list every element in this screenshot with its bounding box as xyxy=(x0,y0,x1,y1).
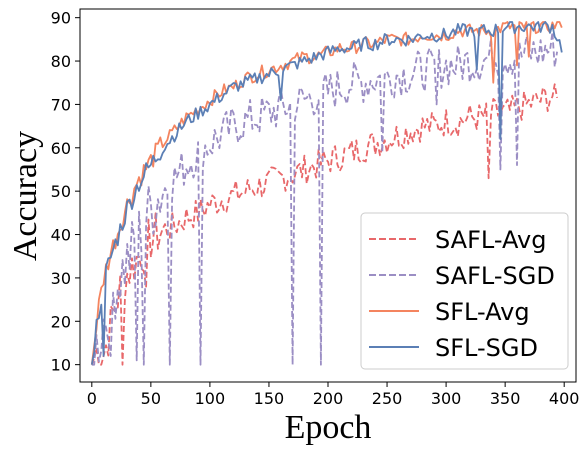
x-tick-label: 150 xyxy=(254,389,285,408)
y-tick-label: 70 xyxy=(51,95,71,114)
x-tick-label: 400 xyxy=(549,389,580,408)
y-axis: 10 20 30 40 50 60 70 80 90 xyxy=(51,9,80,375)
y-tick-label: 60 xyxy=(51,139,71,158)
x-axis-title: Epoch xyxy=(285,409,372,446)
y-tick-label: 20 xyxy=(51,312,71,331)
legend-label-sfl-sgd: SFL-SGD xyxy=(435,334,538,362)
legend-label-safl-avg: SAFL-Avg xyxy=(435,226,546,254)
y-tick-label: 50 xyxy=(51,182,71,201)
series-line-sfl-sgd xyxy=(90,21,563,365)
series-line-safl-avg xyxy=(90,83,558,366)
y-tick-label: 30 xyxy=(51,269,71,288)
series-layer xyxy=(90,21,563,366)
x-tick-label: 50 xyxy=(141,389,161,408)
x-tick-label: 350 xyxy=(490,389,521,408)
y-tick-label: 40 xyxy=(51,226,71,245)
y-tick-label: 80 xyxy=(51,52,71,71)
legend-label-safl-sgd: SAFL-SGD xyxy=(435,262,555,290)
x-tick-label: 0 xyxy=(87,389,97,408)
y-tick-label: 10 xyxy=(51,356,71,375)
x-tick-label: 200 xyxy=(313,389,344,408)
x-tick-label: 300 xyxy=(431,389,462,408)
legend-box xyxy=(360,212,569,370)
series-line-safl-sgd xyxy=(91,31,558,366)
legend-label-sfl-avg: SFL-Avg xyxy=(435,298,530,326)
x-axis: 0 50 100 150 200 250 300 350 400 xyxy=(87,382,580,408)
x-tick-label: 100 xyxy=(195,389,226,408)
x-tick-label: 250 xyxy=(372,389,403,408)
y-axis-title: Accuracy xyxy=(7,131,44,261)
y-tick-label: 90 xyxy=(51,9,71,28)
legend: SAFL-Avg SAFL-SGD SFL-Avg SFL-SGD xyxy=(360,212,569,370)
